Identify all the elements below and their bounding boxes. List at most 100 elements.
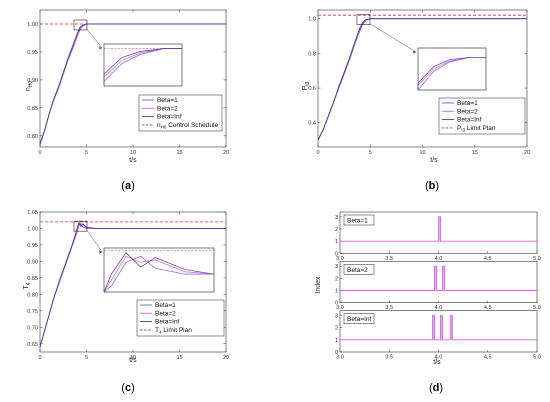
- subplot-legend-frame-1: [343, 264, 375, 275]
- y-tick-label-c-2: 0.75: [27, 309, 38, 315]
- subplot-legend-label-1: Beta=2: [347, 267, 368, 274]
- legend-frame-c: [136, 299, 225, 337]
- legend-label-b-2: Beta=Inf: [457, 117, 482, 124]
- x-axis-label-c: t/s: [129, 357, 137, 364]
- subplot-legend-frame-0: [343, 214, 375, 226]
- subplot-frame-1: [339, 261, 538, 303]
- legend-label-c-0: Beta=1: [155, 302, 176, 309]
- subplot-0-y-tick-label-0: 0: [335, 251, 338, 257]
- caption-b: (b): [425, 180, 439, 192]
- legend-label-b-0: Beta=1: [457, 100, 478, 107]
- zoom-frame-a: [103, 43, 183, 87]
- x-tick-label-c-4: 20: [223, 355, 229, 361]
- subplot-1-y-tick-label-0: 0: [335, 301, 338, 307]
- y-tick-label-c-6: 0.95: [27, 243, 38, 249]
- y-tick-label-a-4: 1.00: [27, 22, 38, 28]
- subplot-1-x-tick-label-1: 3.5: [385, 305, 393, 311]
- subplot-0-x-tick-label-2: 4.0: [435, 256, 443, 262]
- legend-frame-b: [438, 97, 526, 135]
- y-tick-label-b-1: 0.6: [308, 86, 316, 92]
- y-axis-label-c: T4: [23, 282, 32, 289]
- subplot-1-x-tick-label-3: 4.5: [484, 305, 492, 311]
- subplot-2-x-tick-label-0: 3.0: [336, 355, 344, 361]
- y-tick-label-c-8: 1.05: [27, 210, 38, 216]
- y-axis-label-d: Index: [315, 276, 322, 294]
- subplot-0-x-tick-label-1: 3.5: [385, 256, 393, 262]
- y-tick-label-a-1: 0.85: [27, 106, 38, 112]
- zoom-arrowhead-b: [413, 50, 416, 54]
- plot-area-d: 0 1 2 3 3.0 3.5 4.0 4.5 5.0 Beta=1 0 1 2 3 3.0 3.5 4.0 4.…: [335, 211, 541, 361]
- legend-label-a-1: Beta=2: [157, 105, 178, 112]
- subplot-2-x-tick-label-1: 3.5: [385, 355, 393, 361]
- x-tick-label-b-2: 10: [419, 150, 425, 156]
- zoom-frame-c: [103, 247, 215, 293]
- x-tick-label-b-4: 20: [524, 150, 530, 156]
- x-axis-label-b: t/s: [430, 157, 438, 164]
- y-tick-label-c-0: 0.65: [27, 342, 38, 348]
- legend-label-b-1: Beta=2: [457, 108, 478, 115]
- subplot-1-x-tick-label-2: 4.0: [435, 305, 443, 311]
- x-tick-label-b-1: 5: [369, 150, 372, 156]
- subplot-2-y-tick-label-2: 2: [335, 326, 338, 332]
- subplot-2-y-tick-label-3: 3: [335, 314, 338, 320]
- subplot-0-y-tick-label-2: 2: [335, 227, 338, 233]
- zoom-series-line-c-2: [103, 252, 215, 293]
- y-tick-label-c-4: 0.85: [27, 276, 38, 282]
- x-tick-label-a-0: 0: [38, 150, 41, 156]
- zoom-arrowhead-a: [99, 46, 102, 50]
- caption-d: (d): [429, 382, 443, 394]
- legend-label-c-1: Beta=2: [155, 310, 176, 317]
- subplot-2-y-tick-label-0: 0: [335, 350, 338, 356]
- subplot-1-x-tick-label-4: 5.0: [533, 305, 541, 311]
- x-tick-label-c-2: 10: [130, 355, 136, 361]
- series-line-a-2: [39, 23, 226, 145]
- y-axis-label-b: Pt3: [302, 81, 311, 90]
- zoom-frame-b: [417, 47, 487, 91]
- subplot-legend-frame-2: [343, 313, 375, 324]
- zoom-inset-c: [73, 220, 215, 293]
- legend-label-c-3: T4 Limit Plan: [155, 327, 192, 335]
- y-tick-label-a-3: 0.95: [27, 50, 38, 56]
- y-axis-label-a: nH0: [25, 81, 34, 92]
- x-tick-label-c-1: 5: [85, 355, 88, 361]
- subplot-0-x-tick-label-4: 5.0: [533, 256, 541, 262]
- subplot-2-y-tick-label-1: 1: [335, 338, 338, 344]
- panel-d: 0 1 2 3 3.0 3.5 4.0 4.5 5.0 Beta=1 0 1 2 3 3.0 3.5 4.0 4.…: [315, 211, 541, 394]
- legend-label-c-2: Beta=Inf: [155, 319, 180, 326]
- y-tick-label-c-1: 0.70: [27, 325, 38, 331]
- pulse-line-2: [340, 315, 537, 341]
- x-tick-label-a-1: 5: [85, 150, 88, 156]
- subplot-0-x-tick-label-3: 4.5: [484, 256, 492, 262]
- zoom-series-line-b-2: [417, 56, 486, 90]
- subplot-1-y-tick-label-3: 3: [335, 264, 338, 270]
- zoom-source-box-c: [73, 220, 88, 232]
- caption-c: (c): [121, 382, 134, 394]
- subplot-2-x-tick-label-3: 4.5: [484, 355, 492, 361]
- x-axis-label-d: t/s: [433, 359, 441, 366]
- zoom-source-box-a: [73, 19, 88, 31]
- caption-a: (a): [121, 180, 134, 192]
- zoom-inset-a: [73, 19, 183, 87]
- subplot-2-x-tick-label-4: 5.0: [533, 355, 541, 361]
- zoom-arrowhead-c: [99, 250, 102, 254]
- zoom-arrow-b: [369, 23, 417, 53]
- x-axis-label-a: t/s: [129, 157, 137, 164]
- zoom-series-line-c-0: [103, 255, 214, 293]
- legend-label-b-3: Pt3 Limit Plan: [457, 125, 496, 133]
- x-tick-label-b-3: 15: [472, 150, 478, 156]
- x-tick-label-c-0: 0: [38, 355, 41, 361]
- series-line-c-2: [39, 221, 226, 348]
- legend-label-a-2: Beta=Inf: [157, 114, 182, 121]
- legend-frame-a: [138, 94, 223, 132]
- subplot-legend-label-2: Beta=Inf: [347, 316, 372, 323]
- y-tick-label-c-7: 1.00: [27, 226, 38, 232]
- x-tick-label-a-2: 10: [130, 150, 136, 156]
- zoom-arrow-c: [86, 230, 103, 253]
- y-tick-label-b-3: 1.0: [308, 17, 316, 23]
- pulse-line-1: [340, 265, 537, 291]
